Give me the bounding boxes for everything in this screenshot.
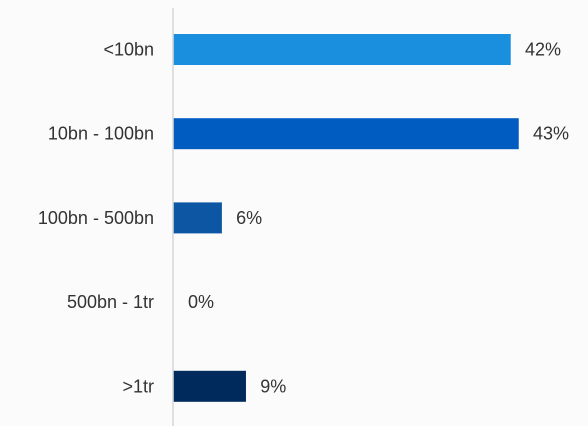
bar bbox=[173, 370, 246, 402]
value-label: 9% bbox=[260, 376, 286, 396]
value-label: 6% bbox=[236, 208, 262, 228]
bars-group bbox=[173, 34, 519, 402]
category-label: 500bn - 1tr bbox=[67, 292, 154, 312]
value-label: 42% bbox=[525, 40, 561, 60]
category-label: <10bn bbox=[103, 40, 154, 60]
category-labels-group: <10bn 10bn - 100bn 100bn - 500bn 500bn - 1t… bbox=[38, 40, 154, 397]
bar bbox=[173, 34, 511, 65]
category-label: 100bn - 500bn bbox=[38, 208, 154, 228]
value-labels-group: 42% 43% 6% 0% 9% bbox=[188, 40, 569, 397]
category-label: 10bn - 100bn bbox=[48, 124, 154, 144]
value-label: 43% bbox=[533, 124, 569, 144]
value-label: 0% bbox=[188, 292, 214, 312]
bar bbox=[173, 118, 519, 150]
category-label: >1tr bbox=[122, 376, 154, 396]
bar bbox=[173, 202, 222, 234]
